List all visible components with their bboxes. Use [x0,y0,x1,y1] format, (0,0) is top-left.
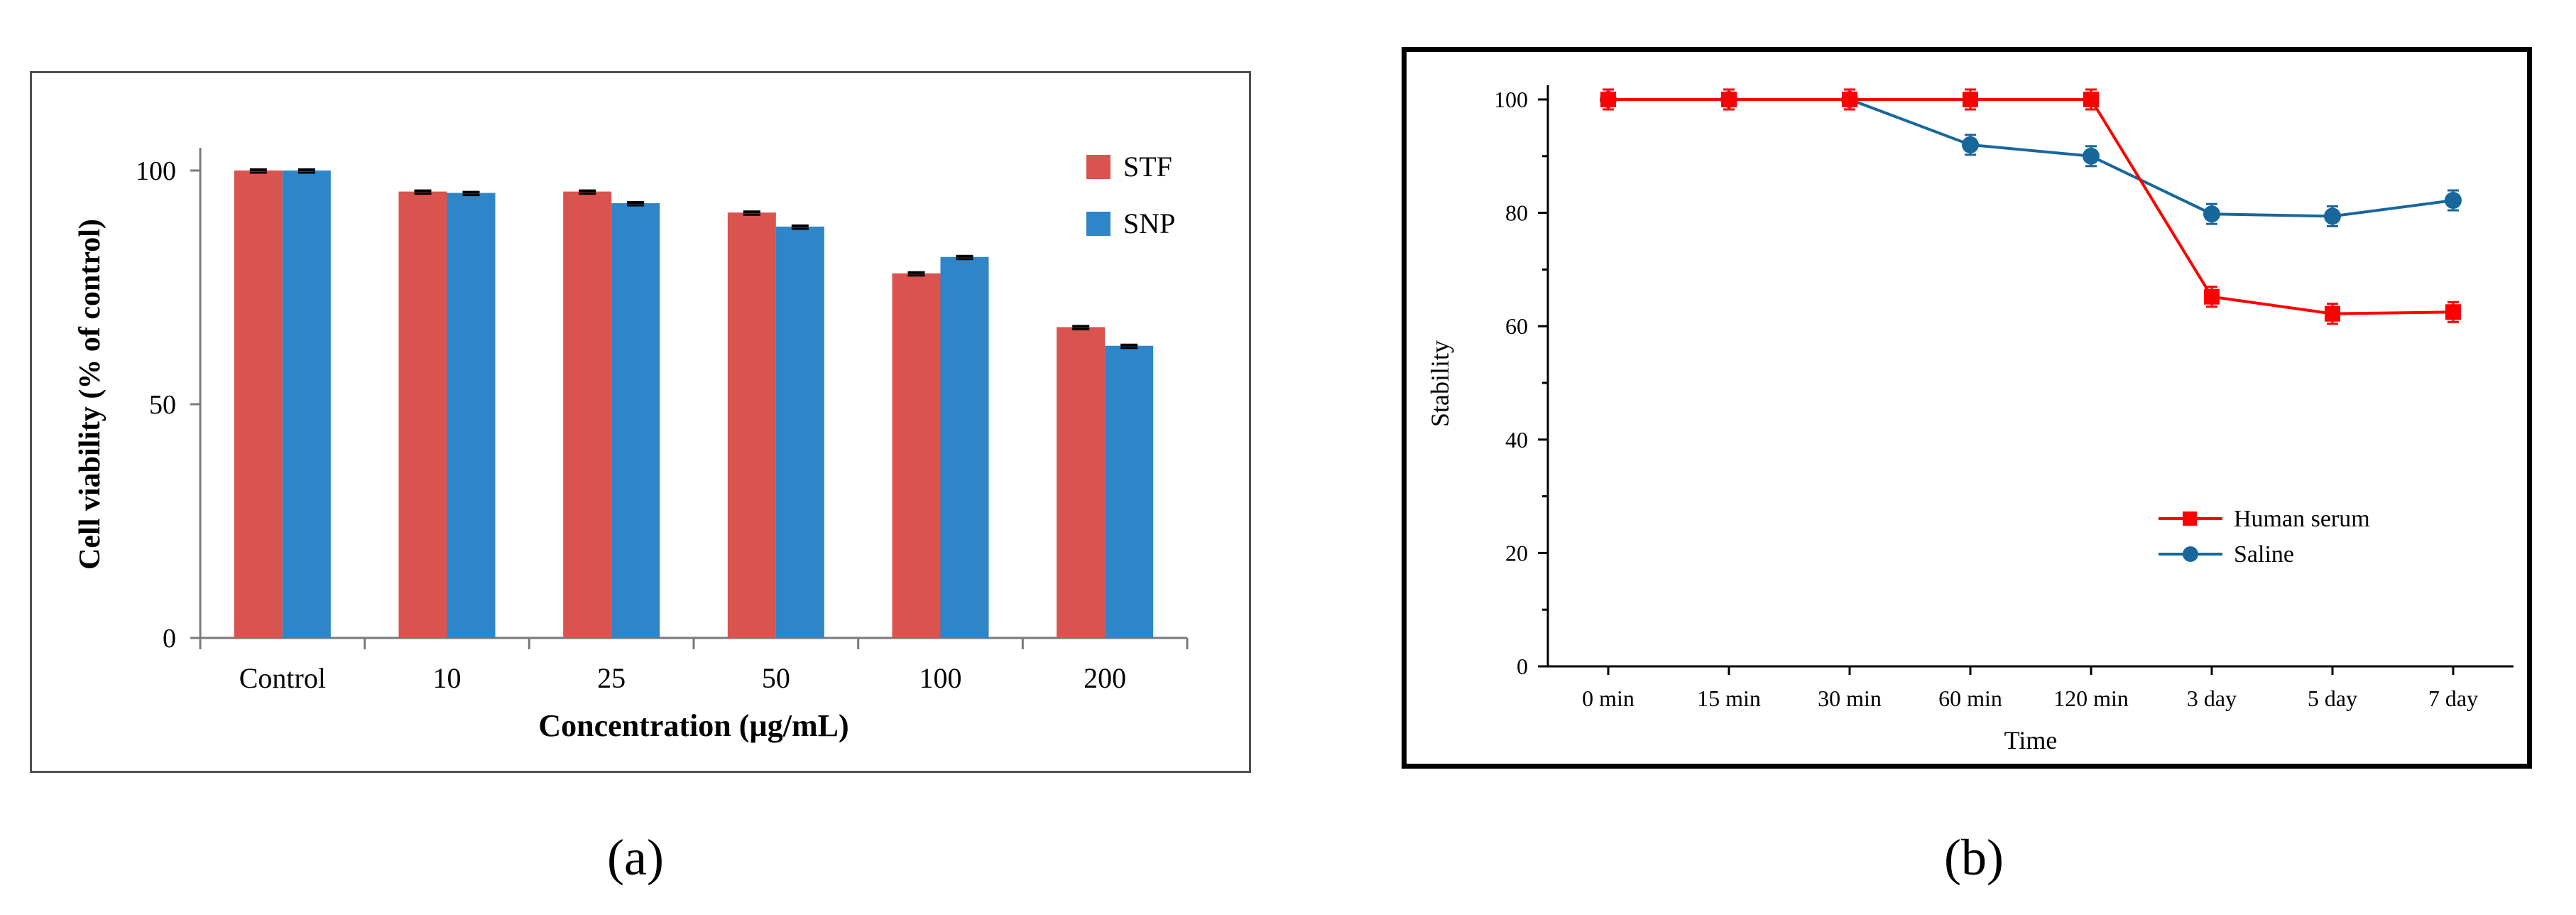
a-bar-stf [398,191,447,638]
b-point-saline [2445,192,2462,210]
b-series-line-human-serum [1608,98,2454,315]
b-y-tick-label: 40 [1505,427,1528,453]
a-x-tick-label: 100 [919,662,962,694]
a-bar-stf [563,191,612,638]
a-y-tick-label: 100 [136,156,176,186]
b-x-tick-label: 30 min [1818,686,1882,711]
b-x-tick-label: 15 min [1697,686,1761,711]
a-bar-stf [1057,327,1106,638]
a-bar-snp [940,256,989,639]
b-point-saline [2324,207,2341,225]
b-x-tick-label: 5 day [2308,686,2357,711]
b-point-human-serum [2445,304,2461,320]
panel-label-b: (b) [1944,829,2004,886]
a-y-axis-title: Cell viability (% of control) [74,219,107,570]
panel-label-a: (a) [607,829,664,886]
panel-b-frame [1402,47,2532,769]
b-point-human-serum [2083,92,2099,107]
b-x-tick-label: 120 min [2053,686,2129,711]
b-point-saline [2083,147,2100,165]
b-point-saline [1962,136,1979,153]
a-legend-swatch-snp [1086,212,1110,236]
b-y-tick-label: 0 [1517,654,1528,679]
b-legend-marker-human-serum [2183,511,2197,526]
b-y-tick-label: 60 [1505,313,1528,339]
b-x-tick-label: 3 day [2187,686,2237,711]
b-y-tick-label: 100 [1494,87,1528,112]
a-bar-stf [727,212,776,639]
b-x-tick-label: 0 min [1582,686,1634,711]
b-legend-marker-saline [2183,546,2198,562]
a-legend-label-snp: SNP [1123,207,1175,239]
a-bar-stf [234,170,283,638]
b-point-human-serum [1963,92,1978,107]
b-series-line-saline [1608,98,2454,218]
a-y-tick-label: 50 [149,390,176,420]
b-x-tick-label: 60 min [1938,686,2002,711]
b-point-human-serum [1842,92,1857,107]
a-x-tick-label: 25 [597,662,626,694]
a-x-tick-label: Control [239,662,326,694]
a-bar-snp [611,203,660,638]
a-bar-stf [892,273,941,638]
b-point-saline [2203,205,2220,223]
b-point-human-serum [1721,92,1737,107]
a-x-tick-label: 10 [433,662,462,694]
a-bar-snp [775,226,824,639]
b-point-human-serum [2325,305,2340,322]
a-x-tick-label: 200 [1084,662,1126,694]
b-point-human-serum [2204,288,2220,305]
a-legend-label-stf: STF [1123,151,1172,183]
b-x-tick-label: 7 day [2428,686,2478,711]
b-x-axis-title: Time [2004,726,2058,754]
a-bar-snp [282,170,331,638]
b-y-tick-label: 80 [1505,200,1528,226]
a-bar-snp [447,193,496,639]
b-y-tick-label: 20 [1505,540,1528,565]
a-bar-snp [1105,345,1154,638]
b-point-human-serum [1600,92,1616,107]
b-legend-label-human-serum: Human serum [2234,506,2370,532]
a-legend-swatch-stf [1086,155,1110,179]
a-x-axis-title: Concentration (µg/mL) [538,708,848,743]
a-y-tick-label: 0 [163,624,176,654]
b-legend-label-saline: Saline [2234,541,2294,568]
a-x-tick-label: 50 [762,662,790,694]
b-y-axis-title: Stability [1426,340,1454,427]
